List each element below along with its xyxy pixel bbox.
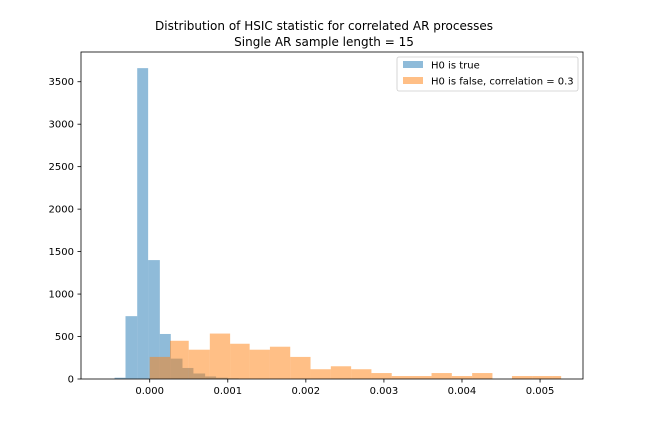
legend-swatch-h0-true xyxy=(403,61,423,68)
y-tick-label: 3500 xyxy=(49,77,74,88)
chart-title: Distribution of HSIC statistic for corre… xyxy=(155,19,493,33)
bar-series-1-bin-8 xyxy=(310,369,331,379)
bar-series-1-bin-3 xyxy=(209,333,231,379)
bar-series-1-bin-9 xyxy=(330,366,352,379)
bar-series-1-bin-4 xyxy=(230,343,250,379)
x-tick-label: 0.002 xyxy=(292,386,321,397)
x-axis-ticks: 0.000 0.001 0.002 0.003 0.004 0.005 xyxy=(135,379,554,397)
bar-series-1-bin-18 xyxy=(511,376,533,379)
bar-series-1-bin-19 xyxy=(532,376,553,379)
bar-series-1-bin-7 xyxy=(290,356,311,379)
bar-series-1-bin-2 xyxy=(188,349,210,379)
axes-frame xyxy=(80,51,584,380)
bar-series-0-bin-1 xyxy=(125,316,138,379)
bar-series-1-bin-5 xyxy=(249,349,270,379)
bar-series-1-bin-16 xyxy=(472,373,493,379)
bar-series-1-bin-12 xyxy=(391,376,413,379)
y-tick-label: 2000 xyxy=(49,205,74,216)
x-tick-label: 0.004 xyxy=(448,386,477,397)
y-tick-label: 1000 xyxy=(49,290,74,301)
x-tick-label: 0.001 xyxy=(213,386,242,397)
bar-series-1-bin-13 xyxy=(412,376,432,379)
bar-series-1-bin-14 xyxy=(431,373,452,379)
legend-label-h0-false: H0 is false, correlation = 0.3 xyxy=(431,77,574,88)
y-tick-label: 3000 xyxy=(49,120,74,131)
series-1 xyxy=(149,333,562,379)
bar-series-0-bin-0 xyxy=(114,377,126,379)
bar-series-1-bin-11 xyxy=(371,373,392,379)
bar-series-1-bin-15 xyxy=(451,376,473,379)
y-tick-label: 500 xyxy=(55,332,74,343)
y-tick-label: 2500 xyxy=(49,162,74,173)
bar-series-1-bin-0 xyxy=(149,356,170,379)
x-tick-label: 0.003 xyxy=(370,386,399,397)
x-tick-label: 0.005 xyxy=(526,386,555,397)
series-0 xyxy=(114,68,251,379)
y-axis-ticks: 0 500 1000 1500 2000 2500 3000 3500 xyxy=(49,77,81,386)
bar-series-0-bin-3 xyxy=(148,260,160,379)
legend: H0 is true H0 is false, correlation = 0.… xyxy=(396,56,579,92)
legend-swatch-h0-false xyxy=(403,77,423,84)
bar-series-0-bin-2 xyxy=(137,68,149,379)
x-tick-label: 0.000 xyxy=(135,386,164,397)
bar-series-1-bin-10 xyxy=(351,369,372,379)
legend-label-h0-true: H0 is true xyxy=(431,61,480,72)
chart-subtitle: Single AR sample length = 15 xyxy=(234,35,414,49)
bar-series-1-bin-1 xyxy=(170,340,189,379)
bar-series-1-bin-20 xyxy=(552,376,562,379)
y-tick-label: 1500 xyxy=(49,247,74,258)
bar-series-1-bin-6 xyxy=(269,346,291,379)
bars-layer xyxy=(114,68,562,379)
legend-frame xyxy=(396,56,579,92)
y-tick-label: 0 xyxy=(68,375,74,386)
bar-series-0-bin-4 xyxy=(159,333,171,379)
